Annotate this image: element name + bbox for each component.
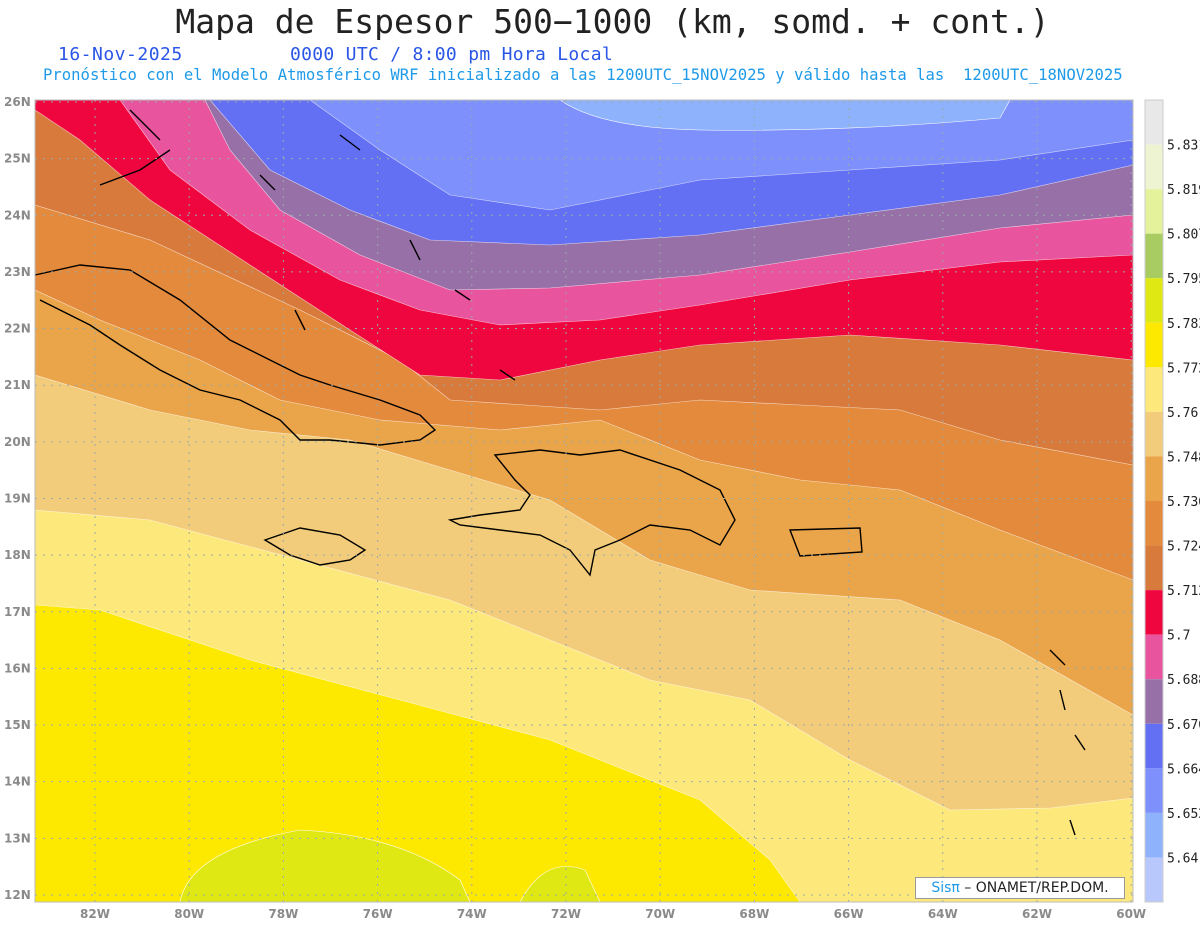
lat-label: 25N — [4, 152, 31, 166]
colorbar-swatch — [1145, 590, 1163, 635]
hispaniola-coastline — [447, 449, 736, 577]
lon-label: 64W — [928, 907, 958, 921]
colorbar-swatch — [1145, 278, 1163, 323]
colorbar-swatch — [1145, 189, 1163, 234]
lon-label: 78W — [268, 907, 298, 921]
lat-label: 16N — [4, 661, 31, 675]
colorbar-label: 5.736 — [1167, 495, 1200, 510]
colorbar-swatch — [1145, 367, 1163, 412]
model-subtitle: Pronóstico con el Modelo Atmosférico WRF… — [43, 66, 1123, 84]
colorbar-swatch — [1145, 723, 1163, 769]
colorbar-swatch — [1145, 857, 1163, 902]
lon-label: 62W — [1022, 907, 1052, 921]
colorbar-label: 5.76 — [1167, 406, 1198, 421]
colorbar-label: 5.7 — [1167, 629, 1190, 644]
colorbar-label: 5.807 — [1167, 228, 1200, 243]
colorbar-swatch — [1145, 679, 1163, 724]
lat-label: 15N — [4, 718, 31, 732]
colorbar-swatch — [1145, 233, 1163, 279]
colorbar-label: 5.664 — [1167, 762, 1200, 777]
lat-label: 17N — [4, 605, 31, 619]
colorbar-label: 5.712 — [1167, 584, 1200, 599]
lat-label: 13N — [4, 831, 31, 845]
colorbar-label: 5.831 — [1167, 139, 1200, 154]
thickness-contour-bands — [34, 99, 1134, 903]
lesser-antilles-coastline — [1049, 649, 1086, 836]
colorbar-label: 5.748 — [1167, 450, 1200, 465]
colorbar-label: 5.64 — [1167, 851, 1198, 866]
lon-label: 60W — [1116, 907, 1146, 921]
colorbar-label: 5.795 — [1167, 272, 1200, 287]
colorbar-swatch — [1145, 812, 1163, 858]
lat-label: 18N — [4, 548, 31, 562]
lat-label: 12N — [4, 888, 31, 902]
lat-label: 19N — [4, 491, 31, 505]
lon-label: 80W — [174, 907, 204, 921]
lat-lon-grid — [35, 100, 1133, 902]
colorbar-swatch — [1145, 456, 1163, 501]
lon-label: 66W — [834, 907, 864, 921]
lon-label: 70W — [645, 907, 675, 921]
colorbar-swatch — [1145, 501, 1163, 546]
band-light-blue — [559, 99, 1011, 131]
colorbar: 5.831 5.819 5.807 5.795 5.783 5.772 5.76 5.748 5… — [1144, 99, 1200, 903]
colorbar-swatch — [1145, 634, 1163, 680]
map-title: Mapa de Espesor 500−1000 (km, somd. + co… — [175, 2, 1050, 41]
longitude-labels: 82W 80W 78W 76W 74W 72W 70W 68W 66W 64W 62W 60W — [80, 907, 1146, 921]
colorbar-swatch — [1145, 322, 1163, 368]
bahamas-coastline — [259, 134, 516, 381]
puerto-rico-coastline — [788, 527, 863, 557]
credit-box: Sisπ – ONAMET/REP.DOM. — [915, 877, 1125, 899]
lat-label: 22N — [4, 322, 31, 336]
lat-label: 24N — [4, 208, 31, 222]
latitude-labels: 26N 25N 24N 23N 22N 21N 20N 19N 18N 17N 16N 15N 14N 1… — [4, 95, 31, 902]
colorbar-swatch — [1145, 144, 1163, 190]
lat-label: 21N — [4, 378, 31, 392]
colorbar-label: 5.819 — [1167, 183, 1200, 198]
jamaica-coastline — [263, 527, 367, 566]
lat-label: 14N — [4, 775, 31, 789]
colorbar-label: 5.652 — [1167, 807, 1200, 822]
map-frame — [34, 99, 1134, 903]
lon-label: 68W — [739, 907, 769, 921]
sispi-logo: Sisπ — [931, 880, 960, 896]
lat-label: 23N — [4, 265, 31, 279]
colorbar-swatch — [1145, 545, 1163, 591]
lon-label: 76W — [363, 907, 393, 921]
credit-text: – ONAMET/REP.DOM. — [959, 880, 1109, 896]
colorbar-label: 5.676 — [1167, 718, 1200, 733]
lon-label: 72W — [551, 907, 581, 921]
lat-label: 26N — [4, 95, 31, 109]
florida-keys-coastline — [99, 109, 171, 186]
colorbar-swatch — [1145, 100, 1163, 145]
lat-label: 20N — [4, 435, 31, 449]
forecast-time: 0000 UTC / 8:00 pm Hora Local — [290, 44, 613, 65]
colorbar-label: 5.772 — [1167, 361, 1200, 376]
band-yellow-green — [179, 829, 471, 903]
lon-label: 74W — [457, 907, 487, 921]
lon-label: 82W — [80, 907, 110, 921]
colorbar-frame — [1144, 99, 1164, 903]
band-yellow-green-2 — [519, 866, 601, 903]
forecast-date: 16-Nov-2025 — [58, 44, 183, 65]
colorbar-swatch — [1145, 768, 1163, 813]
coastlines — [34, 109, 1086, 836]
colorbar-label: 5.688 — [1167, 673, 1200, 688]
colorbar-label: 5.783 — [1167, 317, 1200, 332]
cuba-coastline — [34, 264, 437, 446]
colorbar-label: 5.724 — [1167, 540, 1200, 555]
colorbar-swatch — [1145, 411, 1163, 457]
